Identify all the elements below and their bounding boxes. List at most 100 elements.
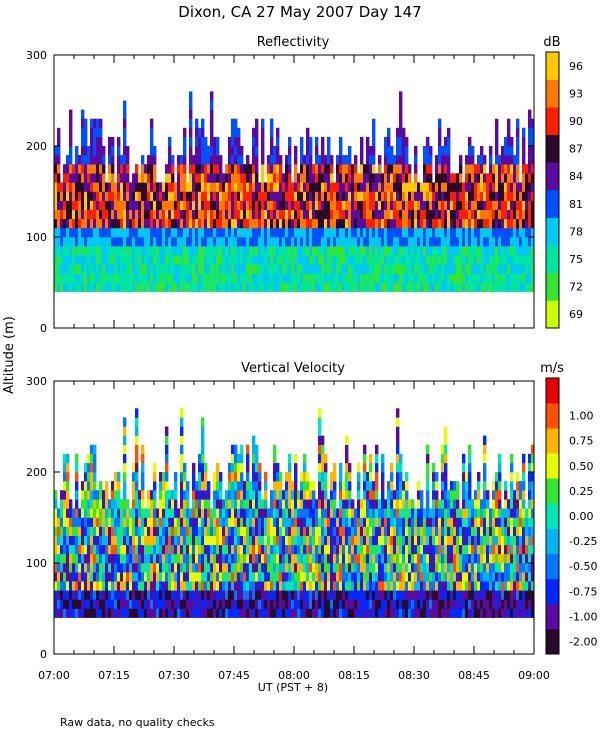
heatmap-cell [240, 255, 244, 265]
heatmap-cell [84, 481, 88, 491]
heatmap-cell [339, 146, 343, 156]
heatmap-cell [60, 246, 64, 256]
heatmap-cell [207, 599, 211, 609]
heatmap-cell [510, 164, 514, 174]
heatmap-cell [87, 237, 91, 247]
heatmap-cell [426, 227, 430, 238]
heatmap-cell [378, 209, 382, 220]
heatmap-cell [327, 246, 331, 256]
heatmap-cell [465, 472, 469, 482]
heatmap-cell [396, 553, 400, 564]
heatmap-cell [240, 535, 244, 546]
heatmap-cell [183, 472, 187, 482]
heatmap-cell [246, 444, 250, 455]
heatmap-cell [90, 282, 94, 292]
heatmap-cell [129, 273, 133, 283]
heatmap-cell [333, 481, 337, 491]
heatmap-cell [147, 553, 151, 564]
heatmap-cell [147, 517, 151, 527]
heatmap-cell [66, 499, 70, 509]
heatmap-cell [357, 200, 361, 210]
heatmap-cell [75, 608, 79, 618]
heatmap-cell [441, 444, 445, 455]
heatmap-cell [54, 255, 58, 265]
heatmap-cell [84, 517, 88, 527]
heatmap-cell [204, 173, 208, 183]
heatmap-cell [57, 164, 61, 174]
heatmap-cell [219, 490, 223, 500]
heatmap-cell [231, 191, 235, 201]
heatmap-cell [138, 535, 142, 546]
heatmap-cell [258, 481, 262, 491]
heatmap-cell [396, 581, 400, 591]
heatmap-cell [216, 209, 220, 220]
heatmap-cell [378, 227, 382, 238]
heatmap-cell [297, 209, 301, 220]
heatmap-cell [162, 218, 166, 229]
heatmap-cell [87, 218, 91, 229]
heatmap-cell [336, 182, 340, 192]
heatmap-cell [252, 218, 256, 229]
heatmap-cell [309, 146, 313, 156]
heatmap-cell [288, 599, 292, 609]
heatmap-cell [90, 264, 94, 274]
heatmap-cell [396, 227, 400, 238]
heatmap-cell [387, 490, 391, 500]
heatmap-cell [399, 118, 403, 129]
heatmap-cell [444, 481, 448, 491]
heatmap-cell [273, 517, 277, 527]
heatmap-cell [96, 127, 100, 138]
heatmap-cell [402, 264, 406, 274]
heatmap-cell [435, 590, 439, 600]
heatmap-cell [246, 264, 250, 274]
heatmap-cell [483, 264, 487, 274]
heatmap-cell [339, 572, 343, 582]
heatmap-cell [225, 182, 229, 192]
heatmap-cell [306, 255, 310, 265]
heatmap-cell [180, 490, 184, 500]
heatmap-cell [501, 164, 505, 174]
heatmap-cell [252, 435, 256, 445]
heatmap-cell [243, 508, 247, 518]
heatmap-cell [375, 173, 379, 183]
heatmap-cell [180, 264, 184, 274]
heatmap-cell [294, 499, 298, 509]
heatmap-cell [381, 462, 385, 473]
heatmap-cell [522, 227, 526, 238]
heatmap-cell [447, 237, 451, 247]
heatmap-cell [393, 590, 397, 600]
heatmap-cell [114, 508, 118, 518]
heatmap-cell [90, 563, 94, 573]
heatmap-cell [489, 590, 493, 600]
heatmap-cell [297, 273, 301, 283]
heatmap-cell [345, 435, 349, 445]
heatmap-cell [483, 553, 487, 564]
heatmap-cell [243, 553, 247, 564]
heatmap-cell [381, 553, 385, 564]
heatmap-cell [66, 273, 70, 283]
heatmap-cell [387, 608, 391, 618]
heatmap-cell [519, 282, 523, 292]
heatmap-cell [408, 200, 412, 210]
heatmap-cell [237, 553, 241, 564]
heatmap-cell [156, 599, 160, 609]
heatmap-cell [312, 191, 316, 201]
heatmap-cell [321, 572, 325, 582]
heatmap-cell [249, 282, 253, 292]
heatmap-cell [183, 581, 187, 591]
heatmap-cell [474, 544, 478, 555]
heatmap-cell [261, 264, 265, 274]
heatmap-cell [450, 481, 454, 491]
heatmap-cell [228, 608, 232, 618]
heatmap-cell [123, 472, 127, 482]
heatmap-cell [87, 508, 91, 518]
heatmap-cell [402, 481, 406, 491]
heatmap-cell [132, 590, 136, 600]
heatmap-cell [501, 517, 505, 527]
heatmap-cell [408, 282, 412, 292]
heatmap-cell [69, 264, 73, 274]
heatmap-cell [225, 209, 229, 220]
heatmap-cell [312, 227, 316, 238]
heatmap-cell [369, 535, 373, 546]
heatmap-cell [195, 127, 199, 138]
